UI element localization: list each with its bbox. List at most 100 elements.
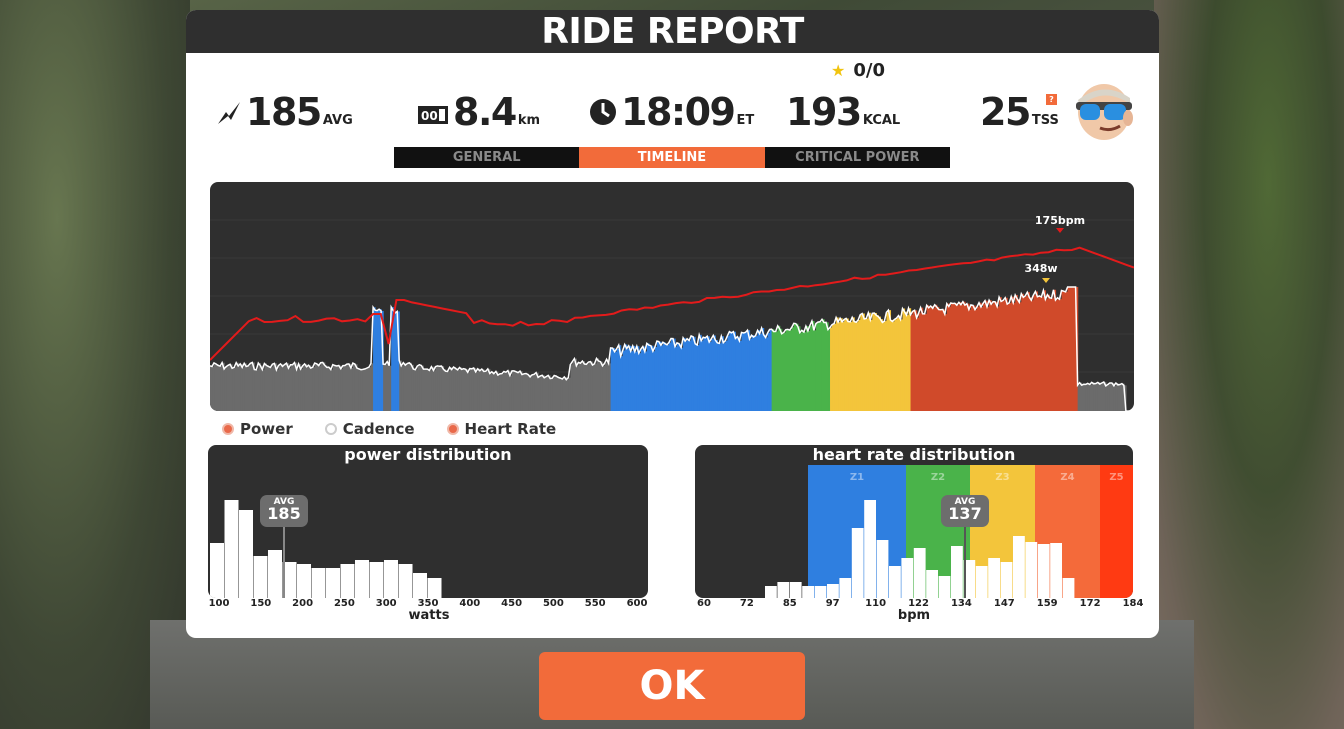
timeline-power-bar [526, 373, 529, 411]
timeline-power-bar [296, 369, 300, 411]
timeline-power-bar [1085, 384, 1089, 411]
timeline-power-bar [300, 369, 304, 411]
timeline-power-bar [550, 378, 553, 411]
timeline-power-bar [858, 319, 861, 411]
timeline-power-bar [675, 346, 678, 411]
timeline-power-bar [815, 323, 819, 411]
timeline-power-bar [624, 344, 628, 411]
timeline-power-bar [1063, 291, 1067, 411]
legend-power-toggle[interactable] [222, 423, 234, 435]
stat-power: 185 AVG [216, 92, 353, 132]
hr-zone-label: Z1 [850, 472, 864, 483]
timeline-power-bar [711, 338, 714, 411]
timeline-power-bar [713, 335, 716, 411]
timeline-power-bar [745, 332, 749, 411]
timeline-power-bar [620, 356, 624, 411]
tab-timeline[interactable]: TIMELINE [579, 147, 765, 168]
timeline-power-bar [1017, 298, 1020, 411]
power-distribution-tick: 350 [417, 598, 439, 609]
tab-critical-power[interactable]: CRITICAL POWER [765, 147, 950, 168]
timeline-power-bar [344, 365, 348, 411]
timeline-power-bar [731, 332, 734, 411]
timeline-power-bar [391, 307, 394, 411]
hr-distribution-bar [814, 586, 827, 598]
timeline-power-bar [898, 315, 902, 411]
timeline-power-bar [602, 365, 606, 411]
timeline-power-bar [352, 363, 356, 411]
timeline-power-bar [356, 368, 360, 411]
timeline-power-bar [1005, 297, 1008, 411]
timeline-power-bar [767, 332, 771, 411]
hr-distribution-svg: Z1 Z2 Z3 Z4 Z5 [765, 465, 1133, 598]
timeline-power-bar [532, 374, 535, 411]
max-power-marker [1042, 278, 1050, 283]
max-power-label: 348w [1024, 262, 1057, 275]
timeline-power-bar [594, 363, 598, 411]
timeline-power-bar [240, 363, 243, 411]
timeline-power-bar [785, 329, 789, 411]
timeline-power-bar [365, 368, 368, 411]
power-distribution-bar [282, 562, 297, 598]
timeline-power-bar [224, 369, 227, 411]
legend-cadence-toggle[interactable] [324, 423, 337, 435]
timeline-power-bar [741, 332, 745, 411]
timeline-power-bar [670, 338, 674, 411]
ok-button[interactable]: OK [539, 652, 805, 720]
timeline-power-bar [298, 363, 302, 411]
timeline-power-bar [902, 308, 906, 411]
timeline-power-bar [995, 301, 998, 411]
legend-heart-rate-toggle[interactable] [446, 423, 459, 435]
power-distribution-bar [413, 573, 427, 598]
timeline-power-bar [489, 373, 493, 411]
hr-distribution-bar [988, 558, 1000, 598]
timeline-power-bar [787, 329, 791, 411]
timeline-power-bar [306, 366, 310, 411]
timeline-power-bar [409, 362, 412, 411]
timeline-power-bar [574, 358, 577, 411]
timeline-power-bar [290, 364, 294, 411]
timeline-power-bar [681, 347, 684, 411]
timeline-power-bar [944, 314, 948, 411]
timeline-power-bar [797, 326, 801, 411]
timeline-power-bar [564, 376, 567, 411]
rider-avatar [1076, 84, 1133, 140]
timeline-power-bar [350, 367, 354, 411]
hr-distribution-bar [926, 570, 938, 598]
timeline-power-bar [866, 318, 869, 411]
timeline-power-bar [1029, 297, 1032, 411]
timeline-power-bar [946, 303, 950, 411]
timeline-power-bar [254, 369, 257, 411]
legend-cadence[interactable]: Cadence [324, 420, 415, 438]
power-distribution-panel: power distribution AVG 185 [208, 445, 648, 598]
tab-general[interactable]: GENERAL [394, 147, 579, 168]
timeline-power-bar [900, 319, 904, 411]
timeline-power-bar [930, 306, 934, 411]
legend-heart-rate[interactable]: Heart Rate [446, 420, 556, 438]
timeline-svg: 175bpm 348w [210, 214, 1134, 411]
hr-distribution-bar [789, 582, 802, 598]
legend-power[interactable]: Power [222, 420, 293, 438]
timeline-power-bar [991, 304, 994, 411]
timeline-power-bar [383, 364, 386, 411]
hr-distribution-tick: 72 [739, 598, 754, 609]
power-bolt-icon [218, 102, 240, 124]
timeline-power-bar [338, 365, 342, 411]
timeline-power-bar [848, 321, 851, 411]
stat-calories: 193 KCAL [786, 92, 900, 132]
tss-info-icon[interactable]: ? [1046, 94, 1057, 105]
timeline-power-bar [507, 370, 511, 411]
timeline-power-bar [475, 371, 479, 411]
timeline-power-bar [218, 365, 221, 411]
hr-distribution-bar [827, 584, 839, 598]
timeline-power-bar [626, 348, 630, 411]
max-hr-label: 175bpm [1035, 214, 1085, 227]
timeline-power-bar [978, 302, 982, 411]
timeline-power-bar [423, 369, 426, 411]
timeline-power-bar [1103, 382, 1107, 411]
timeline-power-bar [362, 369, 366, 411]
timeline-power-bar [1069, 287, 1073, 411]
hr-distribution-tick: 159 [1036, 598, 1058, 609]
timeline-power-bar [552, 378, 555, 411]
timeline-power-bar [520, 371, 523, 411]
timeline-power-bar [886, 312, 890, 411]
